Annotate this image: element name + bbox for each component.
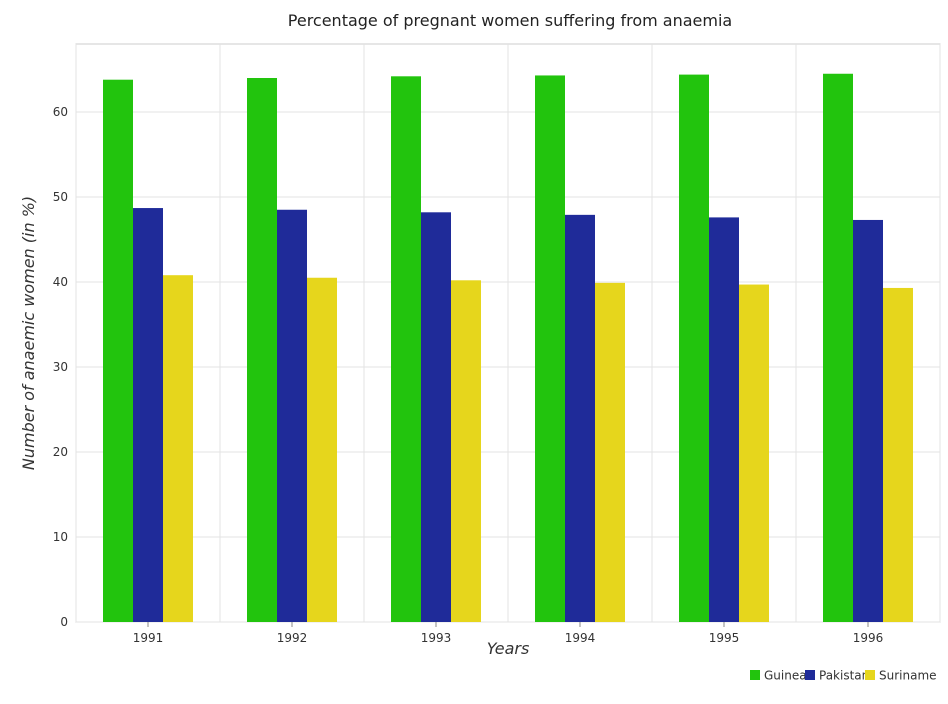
bar-pakistan-1991 — [133, 208, 163, 623]
bar-guinea-1995 — [679, 74, 709, 623]
bar-pakistan-1992 — [277, 209, 307, 622]
chart-title: Percentage of pregnant women suffering f… — [288, 11, 732, 30]
y-tick-label: 40 — [53, 275, 68, 289]
bar-pakistan-1994 — [565, 214, 595, 622]
bar-suriname-1993 — [451, 280, 481, 622]
bar-guinea-1992 — [247, 78, 277, 622]
bar-suriname-1994 — [595, 282, 625, 622]
x-tick-labels: 1991 1992 1993 1994 1995 1996 — [133, 622, 884, 645]
y-tick-label: 0 — [60, 615, 68, 629]
bar-suriname-1996 — [883, 287, 913, 622]
y-tick-label: 50 — [53, 190, 68, 204]
x-tick-label: 1994 — [565, 631, 596, 645]
x-tick-label: 1991 — [133, 631, 164, 645]
legend: Guinea Pakistan Suriname — [750, 669, 937, 683]
legend-label-guinea: Guinea — [764, 669, 807, 683]
legend-swatch-guinea — [750, 670, 760, 680]
grid-lines — [75, 44, 941, 623]
y-tick-label: 60 — [53, 105, 68, 119]
bar-suriname-1992 — [307, 277, 337, 622]
y-tick-labels: 0 10 20 30 40 50 60 — [53, 105, 68, 629]
y-axis-title: Number of anaemic women (in %) — [19, 196, 38, 470]
x-tick-label: 1996 — [853, 631, 884, 645]
legend-swatch-pakistan — [805, 670, 815, 680]
y-tick-label: 20 — [53, 445, 68, 459]
legend-label-pakistan: Pakistan — [819, 669, 869, 683]
bar-pakistan-1993 — [421, 212, 451, 623]
bar-suriname-1995 — [739, 284, 769, 622]
x-tick-label: 1992 — [277, 631, 308, 645]
bar-suriname-1991 — [163, 275, 193, 622]
bar-guinea-1994 — [535, 75, 565, 622]
x-axis-title: Years — [487, 639, 530, 658]
x-tick-label: 1995 — [709, 631, 740, 645]
bar-pakistan-1996 — [853, 219, 883, 622]
legend-swatch-suriname — [865, 670, 875, 680]
bar-guinea-1993 — [391, 76, 421, 623]
x-tick-label: 1993 — [421, 631, 452, 645]
legend-label-suriname: Suriname — [879, 669, 937, 683]
bar-guinea-1996 — [823, 73, 853, 622]
bar-guinea-1991 — [103, 79, 133, 622]
y-tick-label: 30 — [53, 360, 68, 374]
bar-pakistan-1995 — [709, 217, 739, 622]
bars — [103, 73, 913, 623]
y-tick-label: 10 — [53, 530, 68, 544]
